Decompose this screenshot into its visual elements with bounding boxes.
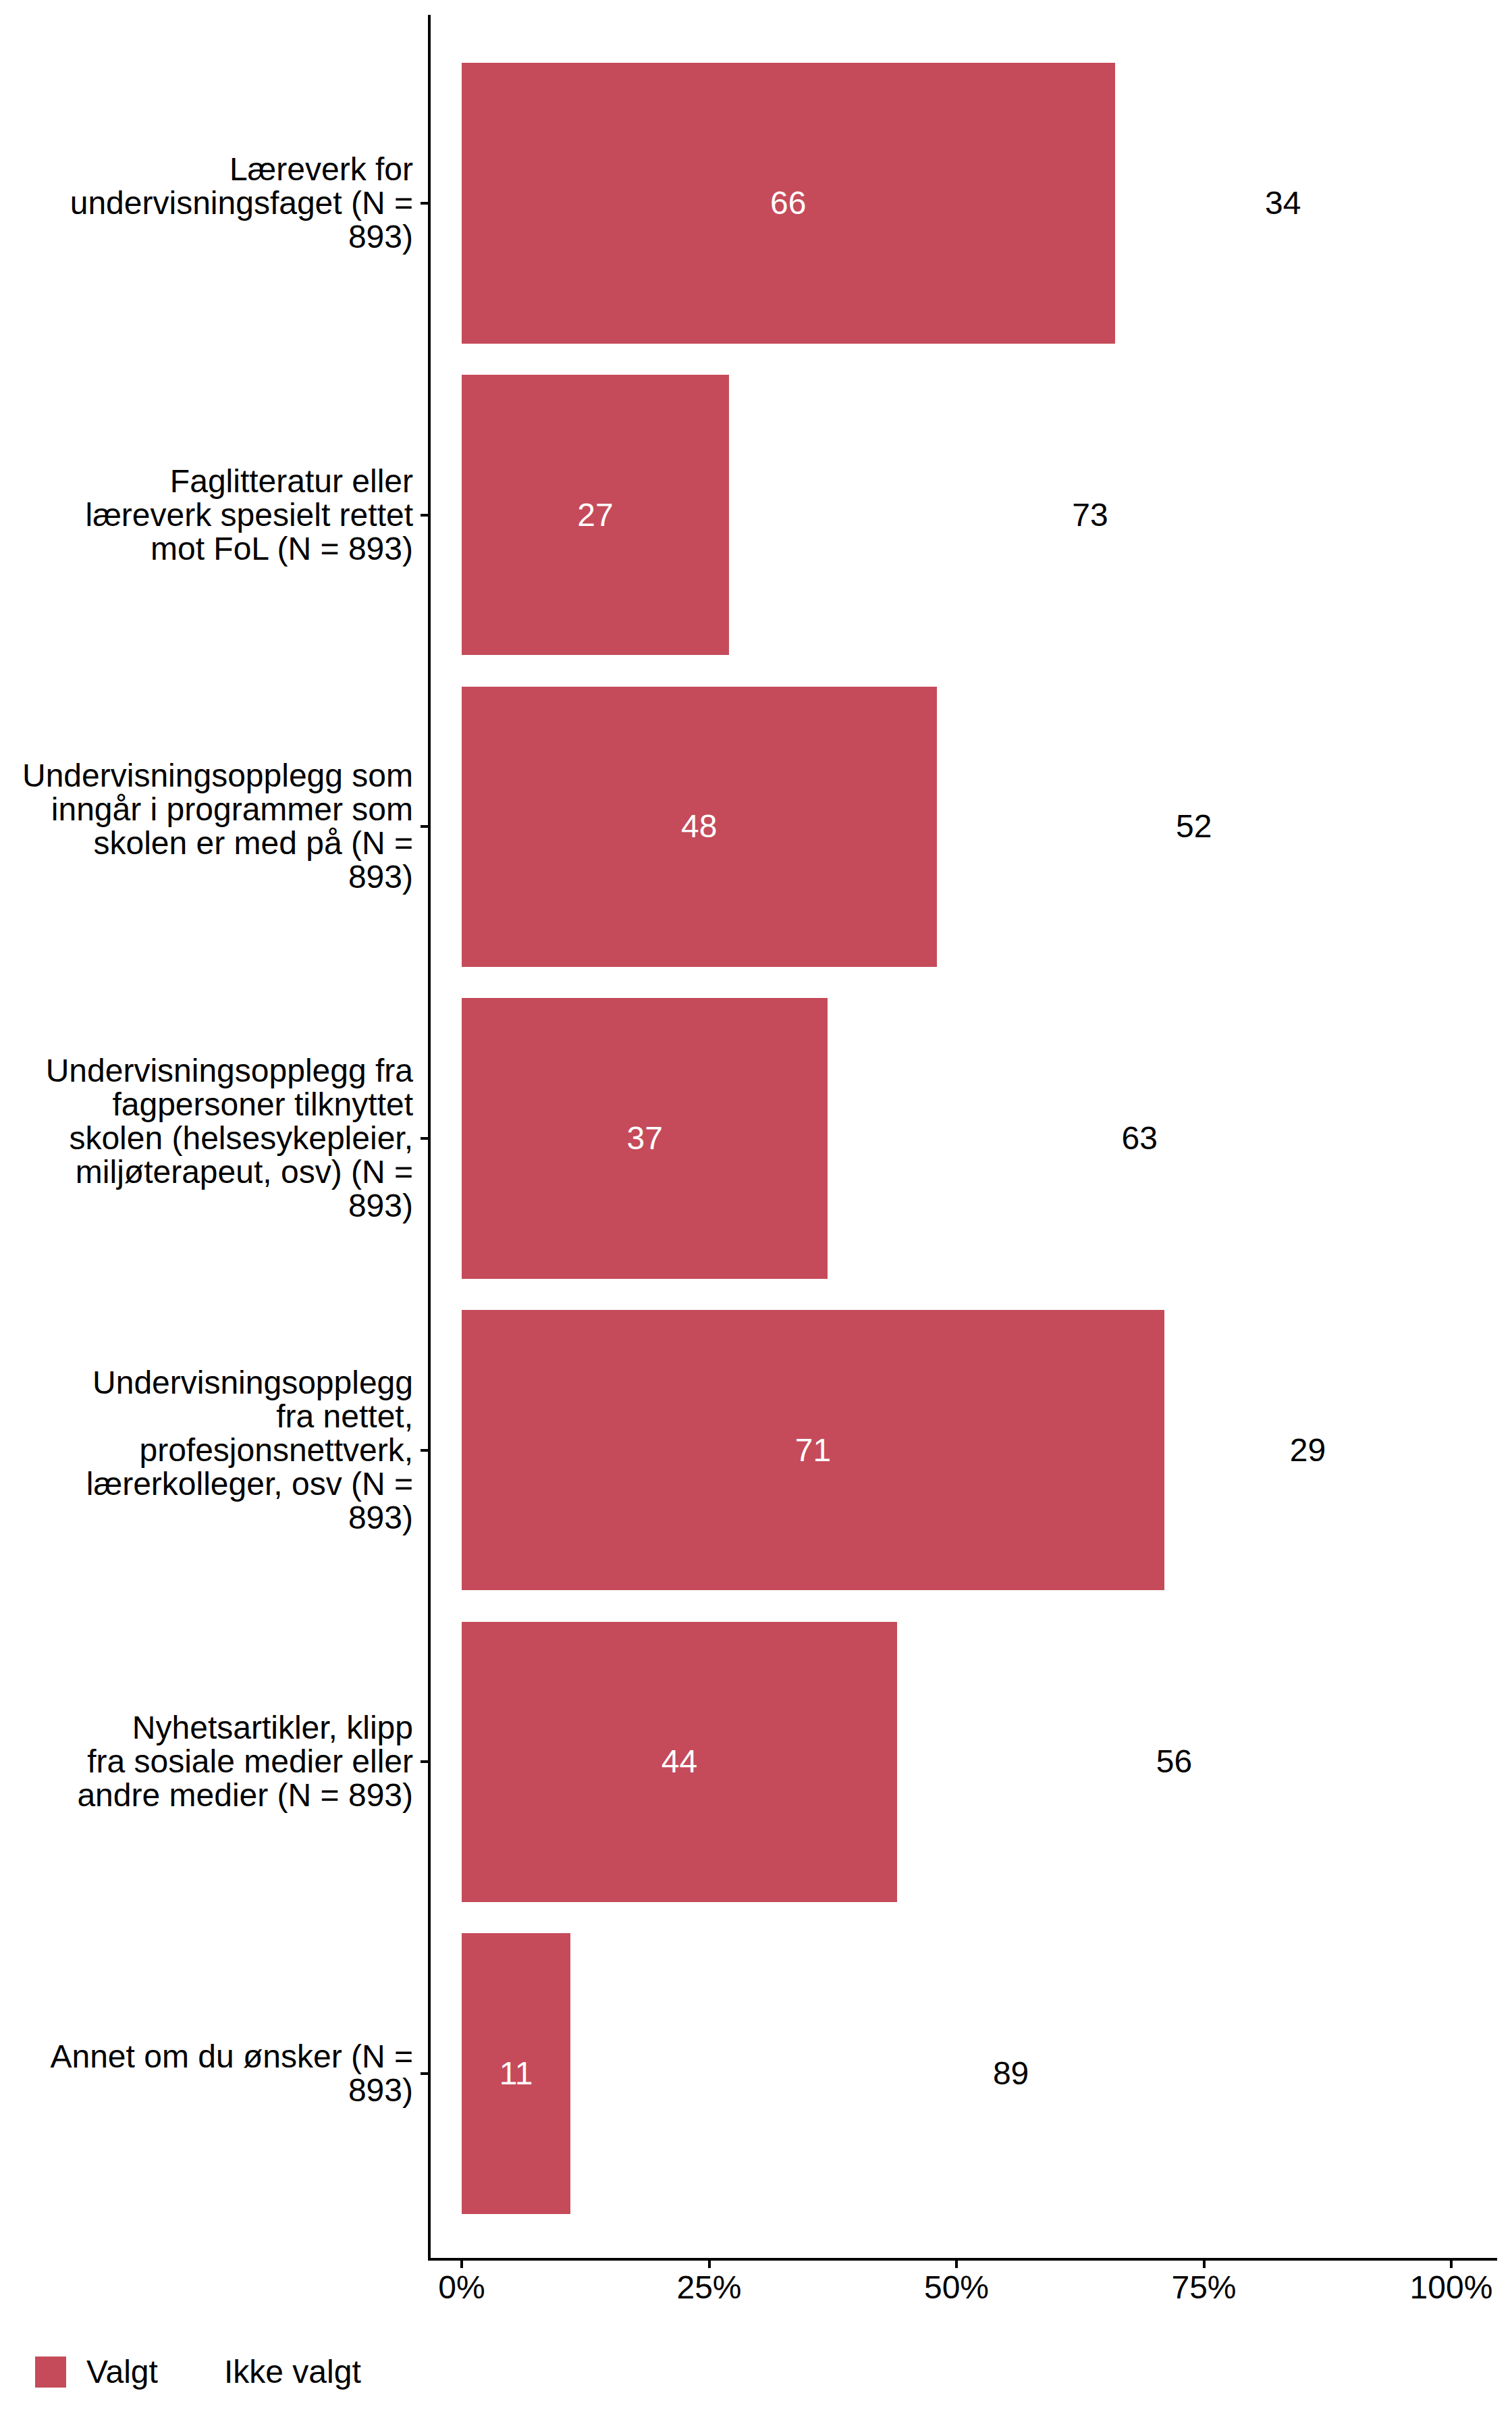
bar-value-ikke-valgt: 29 <box>1290 1434 1326 1467</box>
legend-key-valgt <box>35 2357 66 2388</box>
x-axis-tick <box>460 2261 463 2268</box>
bar-value-valgt: 48 <box>681 810 717 843</box>
legend-label-ikke-valgt: Ikke valgt <box>224 2356 361 2388</box>
y-axis-tick <box>421 2072 428 2075</box>
x-axis-line <box>428 2258 1497 2261</box>
y-axis-tick <box>421 825 428 828</box>
bar-value-ikke-valgt: 63 <box>1121 1122 1157 1155</box>
bar-value-ikke-valgt: 89 <box>993 2057 1029 2090</box>
y-axis-label: Undervisningsoppleggfra nettet,profesjon… <box>8 1366 413 1535</box>
bar-value-valgt: 71 <box>795 1434 831 1467</box>
x-axis-tick <box>1450 2261 1453 2268</box>
y-axis-tick <box>421 1760 428 1763</box>
bar-value-ikke-valgt: 56 <box>1156 1745 1192 1778</box>
bar-value-ikke-valgt: 34 <box>1265 187 1301 219</box>
x-axis-tick <box>955 2261 958 2268</box>
bar-value-valgt: 66 <box>770 187 806 219</box>
x-axis-tick <box>1203 2261 1206 2268</box>
stacked-bar-chart: 66 34 Læreverk forundervisningsfaget (N =8… <box>0 0 1512 2422</box>
x-axis-tick-label: 0% <box>438 2271 485 2304</box>
y-axis-label: Annet om du ønsker (N =893) <box>8 2040 413 2107</box>
y-axis-label: Undervisningsopplegg frafagpersoner tilk… <box>8 1054 413 1223</box>
y-axis-tick <box>421 1449 428 1452</box>
y-axis-label: Nyhetsartikler, klippfra sosiale medier … <box>8 1711 413 1812</box>
x-axis-tick-label: 50% <box>924 2271 989 2304</box>
legend-key-ikke-valgt <box>182 2357 213 2388</box>
y-axis-tick <box>421 1137 428 1140</box>
y-axis-tick <box>421 202 428 205</box>
y-axis-line <box>428 15 431 2261</box>
legend-label-valgt: Valgt <box>86 2356 158 2388</box>
x-axis-tick <box>708 2261 711 2268</box>
bar-value-ikke-valgt: 73 <box>1072 499 1108 531</box>
bar-value-ikke-valgt: 52 <box>1176 810 1212 843</box>
x-axis-tick-label: 25% <box>676 2271 741 2304</box>
x-axis-tick-label: 100% <box>1410 2271 1493 2304</box>
y-axis-label: Faglitteratur ellerlæreverk spesielt ret… <box>8 465 413 566</box>
y-axis-label: Læreverk forundervisningsfaget (N =893) <box>8 153 413 254</box>
bar-value-valgt: 37 <box>626 1122 662 1155</box>
x-axis-tick-label: 75% <box>1171 2271 1236 2304</box>
y-axis-tick <box>421 514 428 517</box>
bar-value-valgt: 44 <box>662 1745 697 1778</box>
bar-value-valgt: 11 <box>500 2057 533 2090</box>
y-axis-label: Undervisningsopplegg sominngår i program… <box>8 759 413 894</box>
bar-value-valgt: 27 <box>577 499 613 531</box>
